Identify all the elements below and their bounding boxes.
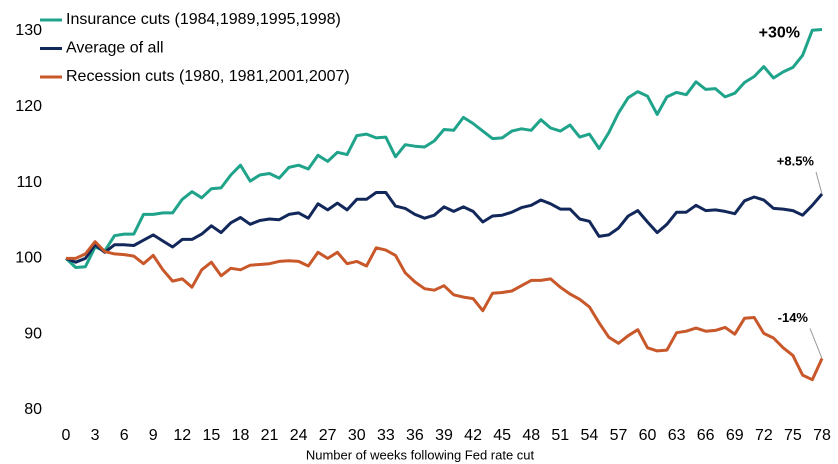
annotation: -14%: [778, 310, 809, 325]
x-tick-label: 18: [232, 427, 250, 444]
x-tick-label: 66: [697, 427, 715, 444]
x-tick-label: 54: [580, 427, 598, 444]
x-tick-label: 33: [377, 427, 395, 444]
y-tick-label: 110: [16, 174, 42, 191]
series-line: [65, 191, 824, 264]
annotation: +8.5%: [777, 153, 815, 168]
x-tick-label: 27: [319, 427, 337, 444]
series-line: [64, 28, 823, 269]
x-tick-label: 6: [120, 427, 129, 444]
x-tick-label: 48: [522, 427, 540, 444]
legend-label: Average of all: [66, 40, 164, 57]
x-tick-label: 12: [173, 427, 191, 444]
x-tick-label: 51: [551, 427, 569, 444]
x-tick-label: 9: [149, 427, 158, 444]
y-tick-label: 130: [15, 22, 42, 39]
y-tick-label: 90: [24, 325, 42, 342]
x-tick-label: 72: [755, 427, 773, 444]
x-tick-label: 78: [813, 427, 831, 444]
x-tick-label: 36: [406, 427, 424, 444]
legend-label: Insurance cuts (1984,1989,1995,1998): [66, 11, 341, 28]
leader-line: [809, 328, 823, 359]
y-tick-label: 80: [24, 401, 42, 418]
legend-label: Recession cuts (1980, 1981,2001,2007): [66, 68, 350, 85]
x-tick-label: 69: [726, 427, 744, 444]
series-line: [66, 240, 824, 382]
x-tick-label: 75: [784, 427, 802, 444]
leader-line: [815, 171, 823, 195]
y-tick-label: 120: [15, 98, 42, 115]
x-tick-label: 0: [62, 427, 71, 444]
x-tick-label: 21: [261, 427, 279, 444]
x-tick-label: 57: [610, 427, 628, 444]
y-tick-label: 100: [15, 250, 42, 267]
x-tick-label: 3: [91, 427, 100, 444]
x-tick-label: 30: [348, 427, 366, 444]
x-tick-label: 63: [668, 427, 686, 444]
annotation: +30%: [759, 25, 800, 42]
x-axis-label: Number of weeks following Fed rate cut: [306, 447, 535, 462]
x-tick-label: 24: [290, 427, 308, 444]
x-tick-label: 45: [493, 427, 511, 444]
x-tick-label: 60: [639, 427, 657, 444]
x-tick-label: 15: [202, 427, 220, 444]
x-tick-label: 39: [435, 427, 453, 444]
x-tick-label: 42: [464, 427, 482, 444]
